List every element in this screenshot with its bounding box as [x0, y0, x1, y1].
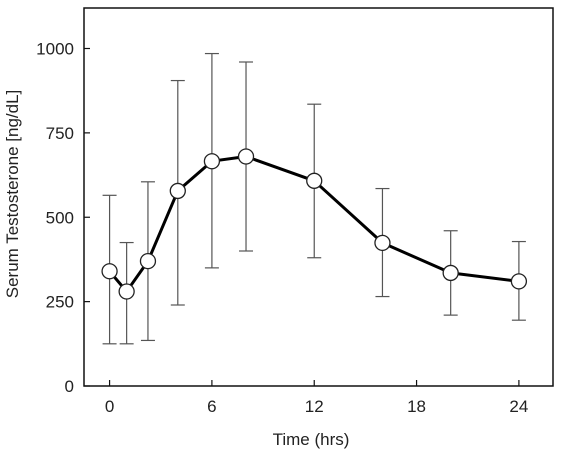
- x-axis-ticks: 0 6 12 18 24: [105, 380, 528, 416]
- y-tick-label: 250: [46, 293, 74, 312]
- data-point: [442, 264, 459, 282]
- data-point: [510, 273, 528, 290]
- x-tick-label: 6: [207, 397, 216, 416]
- y-axis-ticks: 0 250 500 750 1000: [36, 40, 90, 396]
- data-point: [118, 283, 135, 300]
- y-tick-label: 0: [65, 377, 74, 396]
- y-axis-label: Serum Testosterone [ng/dL]: [3, 90, 22, 299]
- error-bars: [102, 52, 526, 345]
- x-tick-label: 0: [105, 397, 114, 416]
- data-points: [101, 148, 528, 300]
- x-tick-label: 12: [305, 397, 324, 416]
- data-point: [101, 263, 118, 280]
- y-tick-label: 1000: [36, 40, 74, 59]
- data-point: [306, 172, 323, 189]
- y-tick-label: 500: [46, 208, 74, 227]
- data-point: [139, 252, 157, 270]
- plot-frame: [83, 7, 554, 387]
- data-point: [237, 148, 255, 165]
- data-point: [203, 153, 221, 170]
- x-tick-label: 24: [509, 397, 528, 416]
- x-axis-label: Time (hrs): [273, 430, 350, 449]
- data-point: [169, 182, 186, 200]
- y-tick-label: 750: [46, 124, 74, 143]
- series-line: [108, 155, 520, 293]
- x-tick-label: 18: [407, 397, 426, 416]
- data-point: [374, 234, 391, 252]
